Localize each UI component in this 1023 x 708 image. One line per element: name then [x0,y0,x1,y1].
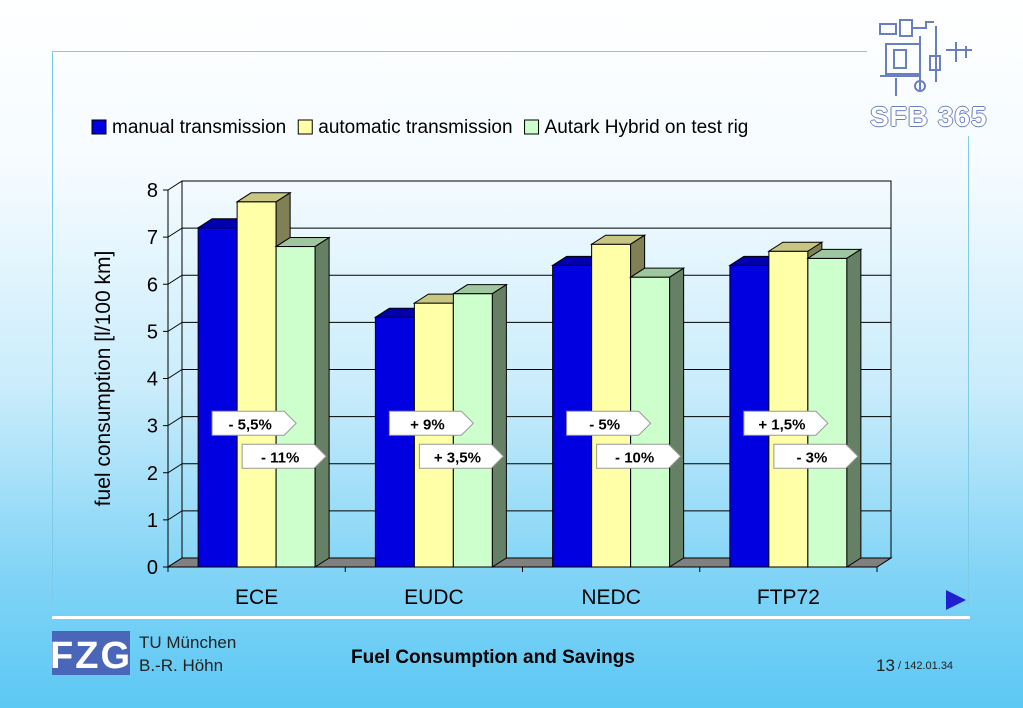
institution-line1: TU München [139,633,237,652]
x-tick-label: EUDC [404,586,464,609]
sfb-logo-text: SFB 365 [870,101,988,132]
gridline-side [167,227,183,238]
annotation-callout: - 11% [241,443,327,469]
annotation-label: + 3,5% [434,449,481,466]
frame-right-line [968,136,969,606]
institution-line2: B.-R. Höhn [139,656,224,675]
annotation-label: - 11% [261,449,299,466]
fuel-consumption-chart: manual transmission automatic transmissio… [91,117,893,609]
annotation-label: - 3% [796,449,827,466]
x-tick-label: NEDC [581,586,641,609]
gridline-side [167,416,183,427]
bar-front [374,316,415,568]
y-tick-label: 4 [147,369,158,391]
callout-shape [388,410,475,436]
annotation-callout: - 5,5% [211,410,297,436]
axes: 0 1 2 3 4 5 6 7 8 ECE EUDC NEDC FTP72 fuel consumptio… [92,180,878,609]
annotation-callout: - 3% [773,443,859,469]
callout-shape [241,443,327,469]
triangle-right-icon[interactable] [944,589,968,611]
y-tick-label: 1 [147,510,158,532]
callout-shape [211,410,297,436]
y-axis-label: fuel consumption [l/100 km] [92,251,115,507]
y-tick-label: 6 [147,274,158,296]
bar-front [236,201,277,568]
bar-side [314,236,330,568]
annotation-callout: + 1,5% [743,410,829,436]
y-tick-label: 0 [147,557,158,579]
legend-item: automatic transmission [297,117,513,138]
chart-legend: manual transmission automatic transmissio… [91,117,749,138]
annotation-callout: - 5% [566,410,652,436]
plot-side-edge-top [167,180,183,191]
fzg-logo-text: FZG [52,635,130,675]
frame-top-line [52,51,867,52]
gridline-side [167,510,183,521]
legend-label: manual transmission [112,117,286,138]
bar-side [669,267,685,568]
legend-item: Autark Hybrid on test rig [524,117,749,138]
bar-front [197,227,238,568]
page-reference: / 142.01.34 [898,660,954,672]
y-tick-label: 5 [147,321,158,343]
bar [451,283,509,568]
annotation-label: - 10% [615,449,654,466]
gridline-side [167,463,183,474]
gridline-side [167,321,183,332]
bar [274,236,331,568]
frame-left-line [52,51,53,607]
x-tick-label: ECE [235,586,278,609]
bar [806,248,863,568]
annotation-label: + 1,5% [758,416,805,433]
callout-shape [566,410,652,436]
page-number: 13 [876,656,895,675]
y-tick-label: 7 [147,227,158,249]
legend-label: automatic transmission [318,117,512,138]
legend-swatch [91,119,107,135]
callout-shape [596,443,682,469]
y-tick-label: 2 [147,463,158,485]
annotation-callout: + 3,5% [418,443,505,469]
callout-shape [773,443,859,469]
gridline-side [167,274,183,285]
legend-label: Autark Hybrid on test rig [545,117,749,138]
bar-front [591,243,632,568]
bar-front [768,250,809,568]
y-tick-label: 8 [147,180,158,202]
annotation-group: - 5,5% - 11% + 9% + 3,5% - 5% - 10% + 1,5% - 3% [211,410,859,469]
legend-swatch [524,119,540,135]
footer-rule [52,616,970,619]
annotation-label: + 9% [410,416,445,433]
legend-swatch [297,119,313,135]
annotation-callout: + 9% [388,410,475,436]
annotation-label: - 5,5% [228,416,271,433]
gridline-side [167,369,183,379]
bar-side [846,248,862,568]
sfb-machine-logo [879,19,972,96]
x-tick-label: FTP72 [757,586,820,609]
bar-front [275,246,316,568]
legend-item: manual transmission [91,117,286,138]
annotation-label: - 5% [589,416,620,433]
slide-title: Fuel Consumption and Savings [351,647,635,668]
bar-side [491,283,507,568]
y-tick-label: 3 [147,416,158,438]
fzg-logo: FZG [52,631,130,675]
annotation-callout: - 10% [596,443,682,469]
callout-shape [418,443,505,469]
callout-shape [743,410,829,436]
